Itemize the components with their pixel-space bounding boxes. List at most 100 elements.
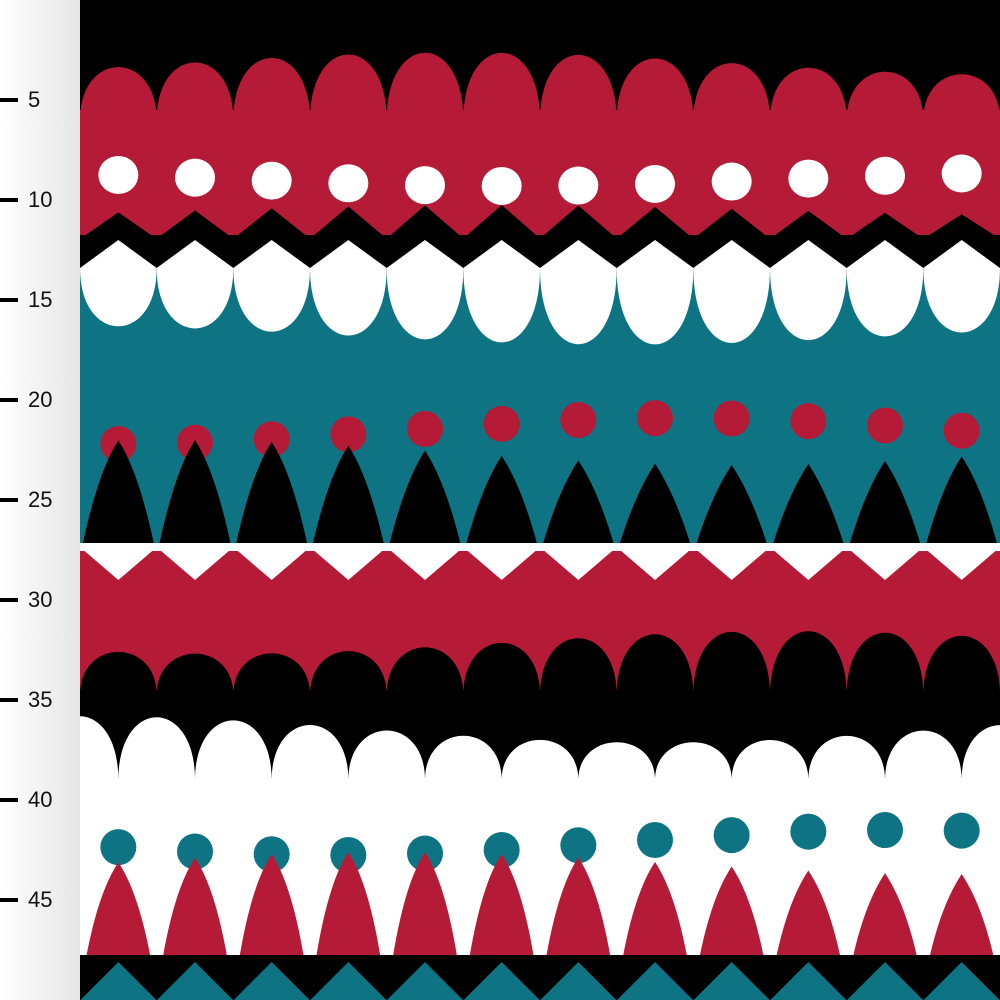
triangle-black <box>925 456 998 547</box>
triangle-red <box>239 854 304 958</box>
diamond-teal <box>387 962 463 1000</box>
band-teal <box>80 275 1000 547</box>
scallop-red <box>233 57 310 120</box>
dot-teal <box>943 812 980 849</box>
diamond-teal <box>923 962 1000 1000</box>
arch-white <box>271 725 349 780</box>
arch-white <box>655 742 732 780</box>
arch-black <box>846 632 924 695</box>
dot-white <box>788 159 829 198</box>
scallop-white <box>846 240 924 337</box>
dot-red <box>790 403 827 440</box>
scallop-white <box>923 240 1000 333</box>
arch-black <box>80 651 157 695</box>
arch-black <box>616 634 694 695</box>
diamond-teal <box>157 962 233 1000</box>
triangle-red <box>546 857 611 958</box>
diamond-teal <box>617 962 693 1000</box>
triangle-black <box>695 464 768 547</box>
dot-red <box>560 402 597 439</box>
arch-white <box>348 730 425 780</box>
arch-white <box>501 739 579 780</box>
scallop-white <box>233 240 310 332</box>
scallop-white <box>156 240 234 329</box>
band-red <box>80 110 1000 250</box>
dot-white <box>711 162 752 201</box>
diamond-teal <box>233 962 310 1000</box>
scallop-red <box>463 52 540 120</box>
dot-white <box>865 156 905 195</box>
arch-black <box>693 631 770 695</box>
diamond-black <box>691 208 772 240</box>
triangle-white <box>83 550 154 580</box>
scallop-white <box>540 240 617 345</box>
diamond-teal <box>463 962 540 1000</box>
dot-white <box>481 166 522 205</box>
triangle-black <box>388 450 462 547</box>
ruler-label: 30 <box>28 587 52 612</box>
diamond-teal <box>693 962 770 1000</box>
scallop-red <box>540 54 617 120</box>
triangle-red <box>316 852 381 958</box>
diamond-black <box>845 212 925 240</box>
ruler-label: 20 <box>28 387 52 412</box>
ruler-label: 25 <box>28 487 52 512</box>
dot-white <box>405 166 445 205</box>
triangle-red <box>392 852 458 958</box>
ruler-scale: 5 10 15 20 25 30 35 40 45 <box>0 87 52 912</box>
scallop-white <box>616 240 694 345</box>
band-red <box>80 551 1000 696</box>
diamond-teal <box>770 962 847 1000</box>
triangle-black <box>542 460 615 547</box>
triangle-white <box>236 550 307 580</box>
scallop-red <box>80 67 157 120</box>
arch-white <box>195 720 272 780</box>
dot-teal <box>100 829 137 866</box>
triangle-black <box>235 442 308 547</box>
triangle-black <box>772 464 845 547</box>
scallop-white <box>310 240 387 336</box>
scallop-white <box>80 240 157 327</box>
triangle-white <box>160 550 230 580</box>
diamond-black <box>155 210 235 240</box>
arch-black <box>386 647 464 695</box>
scallop-red <box>156 62 234 120</box>
dot-red <box>330 416 367 453</box>
triangle-red <box>776 870 841 958</box>
band-black <box>80 955 1000 1000</box>
dot-red <box>637 400 673 437</box>
triangle-red <box>852 873 918 958</box>
diamond-black <box>231 208 312 240</box>
triangle-black <box>82 440 155 547</box>
scallop-red <box>846 71 924 120</box>
dot-white <box>328 164 369 203</box>
diamond-black <box>538 205 619 240</box>
scallop-red <box>693 63 770 120</box>
dot-red <box>713 400 750 437</box>
arch-white <box>731 739 809 780</box>
arch-black <box>923 635 1000 695</box>
scallop-red <box>923 74 1000 120</box>
dot-white <box>941 154 982 193</box>
ruler-label: 35 <box>28 687 52 712</box>
dot-red <box>407 410 443 447</box>
triangle-black <box>312 445 385 547</box>
arch-black <box>310 651 387 695</box>
dot-teal <box>483 832 520 869</box>
diamond-black <box>385 205 465 240</box>
diamond-teal <box>540 962 617 1000</box>
arch-white <box>885 730 962 780</box>
dot-white <box>635 164 675 203</box>
dot-red <box>483 405 520 442</box>
stripe-white <box>80 543 1000 552</box>
triangle-white <box>850 550 920 580</box>
arch-white <box>578 742 655 780</box>
diamond-teal <box>80 962 157 1000</box>
diamond-teal <box>847 962 923 1000</box>
arch-black <box>463 642 540 695</box>
band-white <box>80 778 1000 958</box>
triangle-white <box>466 550 537 580</box>
arch-white <box>425 735 502 780</box>
diamond-black <box>461 205 542 240</box>
